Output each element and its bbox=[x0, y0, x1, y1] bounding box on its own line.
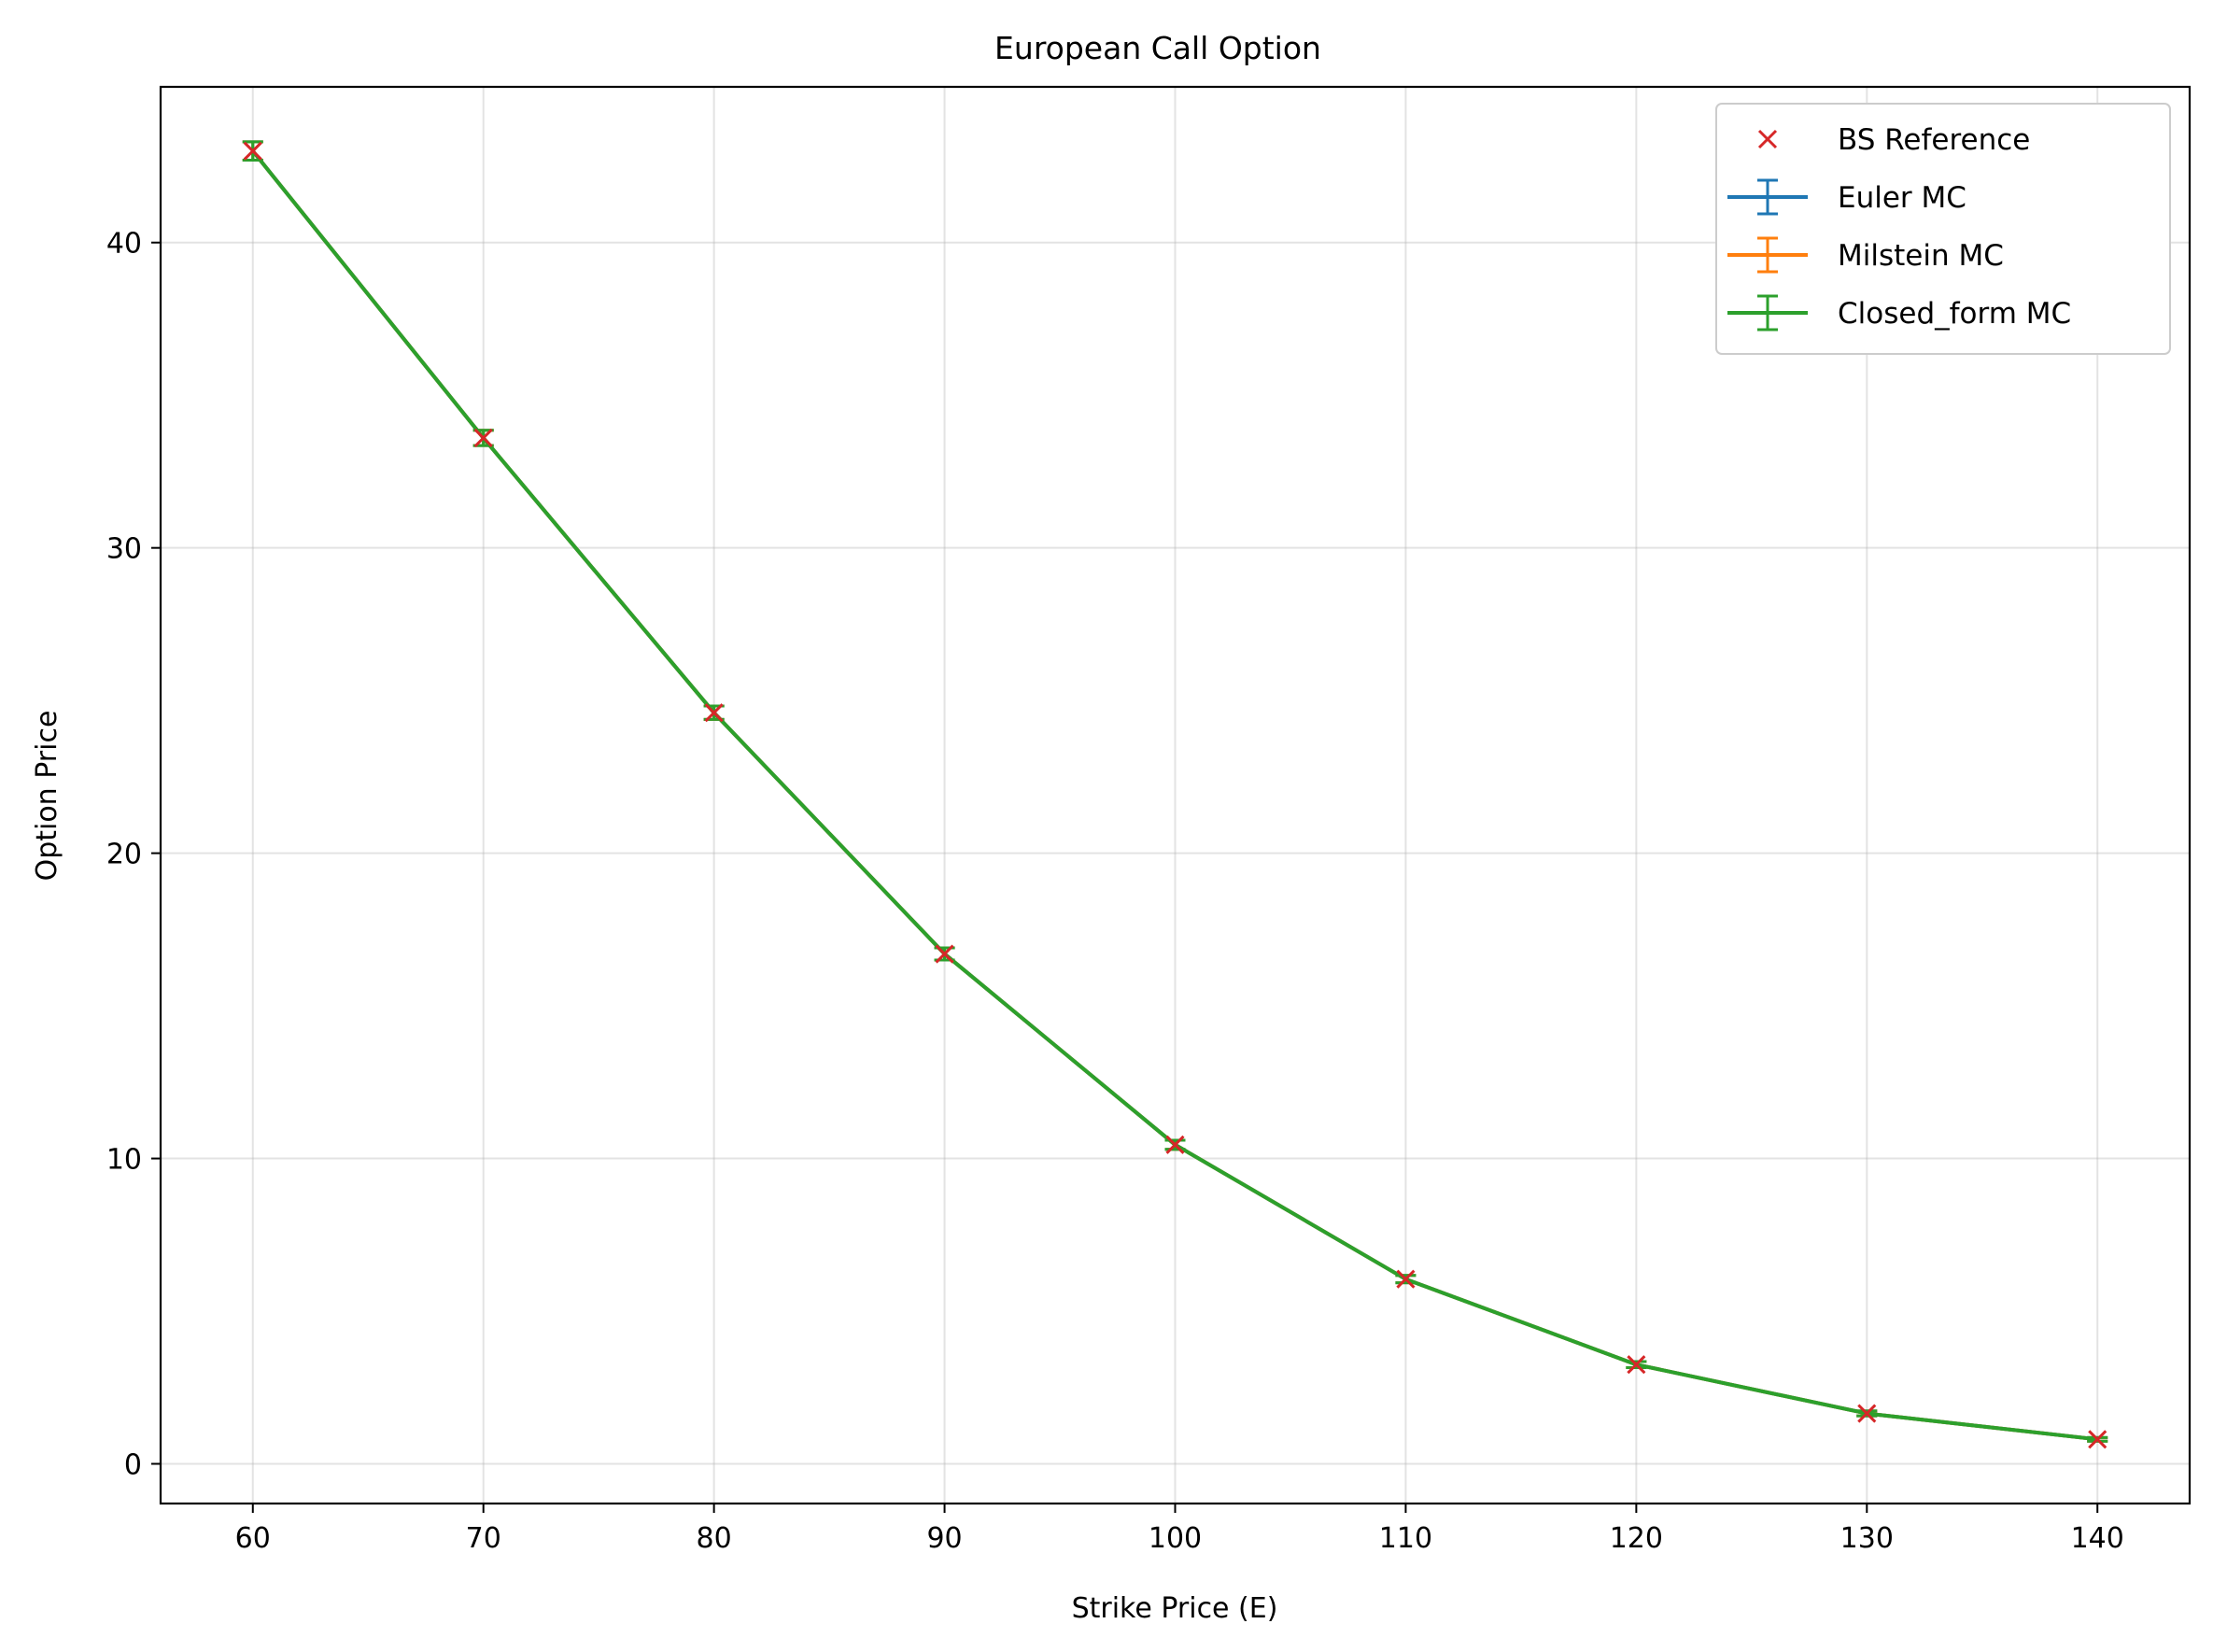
x-tick-label: 110 bbox=[1379, 1522, 1432, 1555]
legend-swatch bbox=[1757, 129, 1778, 149]
y-tick-label: 20 bbox=[106, 839, 142, 871]
x-tick-label: 80 bbox=[697, 1522, 732, 1555]
y-tick-label: 0 bbox=[124, 1448, 142, 1481]
legend-label: BS Reference bbox=[1838, 123, 2030, 157]
data-point bbox=[1627, 1355, 1646, 1375]
legend-box bbox=[1715, 103, 2171, 355]
legend-label: Closed_form MC bbox=[1838, 297, 2071, 331]
legend-item: Milstein MC bbox=[1727, 236, 2004, 274]
data-point bbox=[1396, 1269, 1416, 1289]
legend-item: Closed_form MC bbox=[1727, 294, 2071, 332]
data-point bbox=[243, 141, 262, 161]
data-point bbox=[935, 944, 954, 964]
legend-item: Euler MC bbox=[1727, 178, 1966, 216]
legend: BS Reference Euler MC Milstein MC Closed_fo… bbox=[1715, 103, 2171, 355]
data-point bbox=[1165, 1135, 1185, 1154]
y-axis-label: Option Price bbox=[31, 711, 63, 882]
y-tick-label: 10 bbox=[106, 1144, 142, 1177]
plot-series bbox=[242, 140, 2108, 1449]
x-axis-label: Strike Price (E) bbox=[1072, 1592, 1278, 1625]
x-tick-label: 60 bbox=[235, 1522, 271, 1555]
axis-ticks: 60 70 80 90 100 110 120 130 140 0 10 20 30 40 bbox=[106, 228, 2124, 1555]
x-tick-label: 130 bbox=[1840, 1522, 1894, 1555]
x-tick-label: 120 bbox=[1610, 1522, 1663, 1555]
data-point bbox=[473, 428, 493, 448]
y-tick-label: 30 bbox=[106, 533, 142, 566]
y-tick-label: 40 bbox=[106, 228, 142, 261]
series-bs-reference bbox=[243, 141, 2107, 1449]
legend-label: Euler MC bbox=[1838, 181, 1966, 215]
data-point bbox=[1857, 1404, 1877, 1423]
x-tick-label: 140 bbox=[2071, 1522, 2124, 1555]
legend-label: Milstein MC bbox=[1838, 239, 2004, 273]
chart-title: European Call Option bbox=[994, 30, 1321, 66]
data-point bbox=[2088, 1430, 2107, 1449]
legend-item: BS Reference bbox=[1757, 123, 2030, 157]
x-tick-label: 90 bbox=[926, 1522, 962, 1555]
data-point bbox=[704, 703, 724, 723]
x-tick-label: 70 bbox=[466, 1522, 501, 1555]
x-tick-label: 100 bbox=[1149, 1522, 1202, 1555]
